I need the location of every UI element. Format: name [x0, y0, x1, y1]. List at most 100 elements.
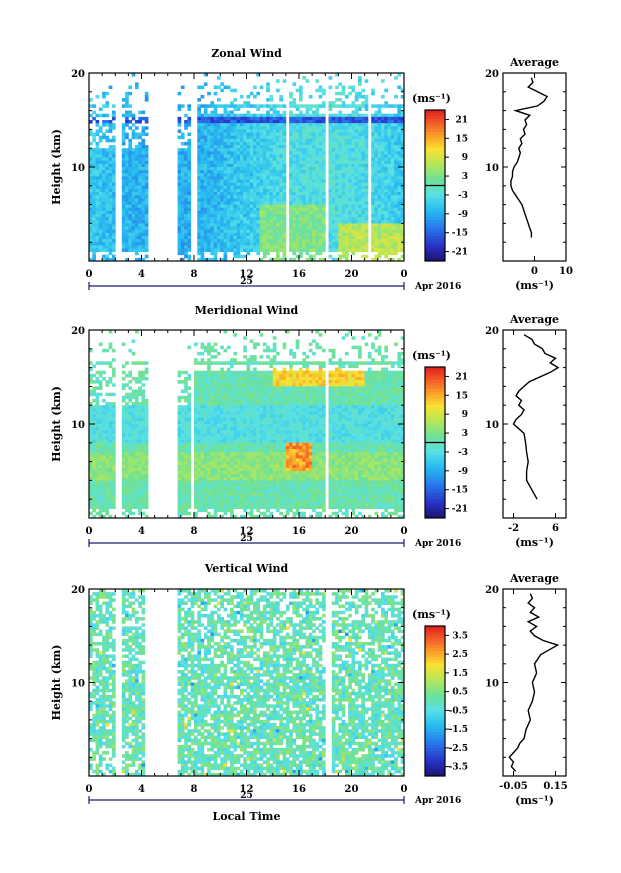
heatmap-cell: [226, 135, 231, 140]
heatmap-cell: [279, 226, 283, 231]
heatmap-cell: [134, 392, 139, 397]
heatmap-cell: [92, 430, 96, 434]
heatmap-cell: [230, 176, 234, 180]
heatmap-cell: [318, 148, 323, 152]
heatmap-cell: [308, 235, 313, 240]
heatmap-cell: [377, 120, 382, 124]
heatmap-cell: [236, 229, 241, 234]
heatmap-cell: [184, 157, 188, 162]
heatmap-cell: [141, 389, 146, 394]
heatmap-cell: [239, 167, 244, 171]
heatmap-cell: [111, 370, 116, 375]
heatmap-cell: [92, 254, 96, 259]
heatmap-cell: [308, 239, 313, 243]
heatmap-cell: [249, 179, 254, 184]
heatmap-cell: [358, 176, 362, 180]
heatmap-cell: [384, 242, 388, 246]
heatmap-cell: [187, 471, 192, 475]
heatmap-cell: [207, 223, 211, 227]
heatmap-cell: [256, 223, 261, 227]
heatmap-cell: [134, 449, 139, 453]
heatmap-cell: [184, 188, 188, 193]
heatmap-cell: [102, 217, 106, 221]
heatmap-cell: [351, 157, 356, 162]
heatmap-cell: [302, 232, 306, 237]
heatmap-cell: [377, 204, 382, 209]
heatmap-cell: [125, 424, 129, 428]
heatmap-cell: [197, 502, 201, 506]
heatmap-cell: [361, 138, 366, 143]
heatmap-cell: [108, 167, 113, 171]
heatmap-cell: [269, 138, 274, 143]
heatmap-cell: [105, 157, 110, 162]
heatmap-cell: [89, 179, 93, 184]
heatmap-cell: [89, 480, 93, 484]
heatmap-cell: [125, 383, 129, 387]
heatmap-cell: [361, 248, 366, 252]
heatmap-cell: [384, 229, 388, 234]
heatmap-cell: [220, 167, 224, 171]
heatmap-cell: [216, 220, 221, 224]
heatmap-cell: [134, 232, 139, 237]
heatmap-cell: [341, 204, 346, 209]
heatmap-cell: [338, 242, 343, 246]
heatmap-cell: [105, 207, 110, 212]
heatmap-cell: [236, 201, 241, 205]
heatmap-cell: [111, 116, 116, 121]
heatmap-cell: [89, 420, 93, 425]
heatmap-cell: [207, 198, 211, 202]
heatmap-cell: [223, 120, 228, 124]
heatmap-cell: [344, 188, 349, 193]
heatmap-cell: [299, 123, 303, 127]
heatmap-cell: [138, 135, 142, 140]
heatmap-cell: [308, 210, 313, 215]
heatmap-cell: [226, 226, 231, 231]
heatmap-cell: [358, 195, 362, 199]
heatmap-cell: [187, 257, 192, 262]
heatmap-cell: [371, 163, 375, 168]
heatmap-cell: [292, 192, 297, 196]
heatmap-cell: [305, 148, 310, 152]
heatmap-cell: [384, 220, 388, 224]
heatmap-cell: [230, 110, 234, 115]
heatmap-cell: [203, 257, 208, 262]
heatmap-cell: [394, 141, 398, 146]
heatmap-cell: [292, 120, 297, 124]
heatmap-cell: [102, 439, 106, 444]
heatmap-cell: [341, 123, 346, 127]
heatmap-cell: [394, 135, 398, 140]
heatmap-cell: [141, 398, 146, 403]
heatmap-cell: [394, 214, 398, 218]
heatmap-cell: [394, 188, 398, 193]
heatmap-cell: [374, 110, 379, 115]
heatmap-cell: [216, 207, 221, 212]
heatmap-cell: [177, 430, 182, 434]
heatmap-cell: [210, 170, 215, 174]
heatmap-cell: [105, 467, 110, 472]
heatmap-cell: [108, 361, 113, 365]
heatmap-cell: [394, 116, 398, 121]
heatmap-cell: [308, 120, 313, 124]
heatmap-cell: [351, 138, 356, 143]
heatmap-cell: [144, 452, 149, 456]
heatmap-cell: [131, 361, 136, 365]
heatmap-cell: [259, 185, 264, 190]
heatmap-cell: [256, 192, 261, 196]
heatmap-cell: [282, 163, 287, 168]
heatmap-cell: [203, 223, 208, 227]
heatmap-cell: [371, 170, 375, 174]
heatmap-cell: [246, 242, 251, 246]
heatmap-cell: [144, 239, 149, 243]
heatmap-cell: [256, 151, 261, 155]
heatmap-cell: [184, 179, 188, 184]
heatmap-cell: [364, 182, 369, 187]
heatmap-cell: [102, 214, 106, 218]
heatmap-cell: [256, 73, 261, 77]
heatmap-cell: [125, 420, 129, 425]
heatmap-cell: [361, 223, 366, 227]
heatmap-cell: [134, 480, 139, 484]
heatmap-cell: [144, 157, 149, 162]
heatmap-cell: [138, 496, 142, 500]
heatmap-cell: [315, 242, 320, 246]
heatmap-cell: [364, 210, 369, 215]
